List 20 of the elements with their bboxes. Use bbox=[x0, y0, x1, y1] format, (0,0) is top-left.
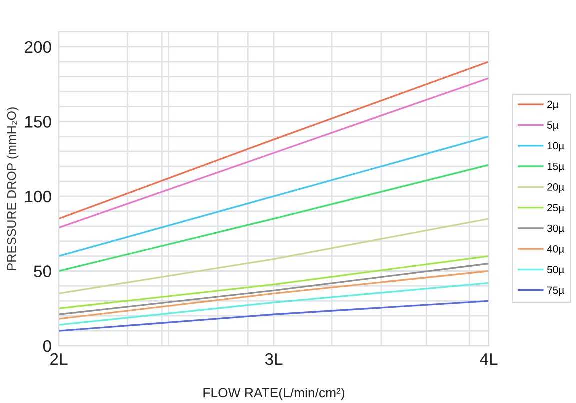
y-tick-label: 150 bbox=[26, 116, 52, 128]
legend-label: 5µ bbox=[547, 122, 559, 132]
x-axis-title: FLOW RATE(L/min/cm²) bbox=[204, 388, 345, 400]
legend-label: 20µ bbox=[548, 184, 564, 193]
y-axis-title: PRESSURE DROP (mmH₂O) bbox=[7, 108, 19, 270]
x-tick-label: 3L bbox=[265, 353, 283, 366]
legend-label: 50µ bbox=[547, 266, 564, 276]
legend-label: 25µ bbox=[548, 204, 564, 214]
legend-label: 30µ bbox=[547, 224, 564, 234]
y-tick-label: 100 bbox=[26, 190, 52, 203]
x-tick-label: 2L bbox=[50, 353, 68, 366]
x-tick-label: 4L bbox=[480, 354, 498, 366]
y-tick-label: 50 bbox=[34, 266, 52, 278]
y-tick-label: 200 bbox=[25, 41, 52, 54]
legend-label: 75µ bbox=[548, 286, 564, 296]
legend-label: 40µ bbox=[547, 245, 564, 255]
legend-label: 15µ bbox=[548, 162, 564, 172]
y-tick-label: 0 bbox=[43, 340, 52, 352]
legend-label: 2µ bbox=[548, 100, 559, 110]
legend-label: 10µ bbox=[548, 142, 564, 152]
